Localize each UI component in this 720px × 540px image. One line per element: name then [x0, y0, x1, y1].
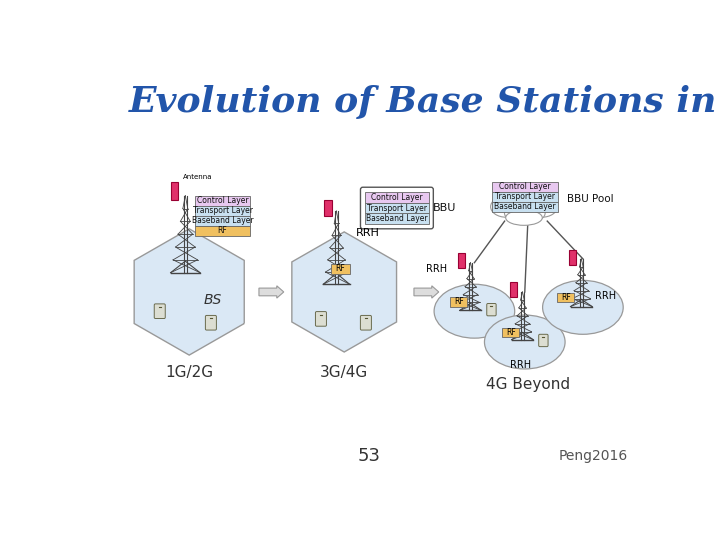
Text: BBU: BBU	[433, 203, 456, 213]
Text: RRH: RRH	[426, 264, 447, 274]
Polygon shape	[292, 232, 397, 352]
FancyBboxPatch shape	[315, 312, 326, 326]
Text: Control Layer: Control Layer	[197, 196, 248, 205]
Ellipse shape	[519, 204, 545, 221]
Ellipse shape	[526, 196, 557, 217]
Text: Control Layer: Control Layer	[500, 183, 551, 191]
FancyBboxPatch shape	[361, 187, 433, 229]
FancyBboxPatch shape	[194, 226, 251, 236]
Text: Baseband Layer: Baseband Layer	[495, 202, 556, 211]
FancyBboxPatch shape	[503, 328, 519, 338]
Text: Transport Layer: Transport Layer	[367, 204, 427, 213]
FancyBboxPatch shape	[194, 195, 251, 206]
Ellipse shape	[490, 196, 521, 217]
Text: Baseband Layer: Baseband Layer	[192, 216, 253, 225]
FancyBboxPatch shape	[365, 202, 428, 213]
FancyBboxPatch shape	[331, 264, 350, 274]
FancyBboxPatch shape	[205, 315, 217, 330]
FancyBboxPatch shape	[557, 293, 575, 302]
FancyBboxPatch shape	[171, 182, 179, 200]
Ellipse shape	[502, 189, 546, 215]
FancyBboxPatch shape	[492, 192, 558, 202]
FancyBboxPatch shape	[492, 202, 558, 212]
FancyBboxPatch shape	[361, 315, 372, 330]
Text: RF: RF	[561, 293, 571, 302]
FancyBboxPatch shape	[569, 249, 575, 265]
FancyArrow shape	[259, 286, 284, 298]
Text: 1G/2G: 1G/2G	[165, 365, 213, 380]
Text: BBU Pool: BBU Pool	[567, 194, 613, 204]
Ellipse shape	[485, 315, 565, 369]
FancyBboxPatch shape	[458, 253, 464, 268]
FancyBboxPatch shape	[451, 298, 467, 307]
Text: Antenna: Antenna	[183, 174, 212, 180]
Text: RF: RF	[454, 298, 464, 307]
FancyBboxPatch shape	[194, 215, 251, 226]
FancyBboxPatch shape	[492, 182, 558, 192]
Text: 4G Beyond: 4G Beyond	[486, 377, 570, 392]
Text: RF: RF	[217, 226, 228, 235]
FancyArrow shape	[414, 286, 438, 298]
FancyBboxPatch shape	[365, 192, 428, 202]
Text: Baseband Layer: Baseband Layer	[366, 214, 428, 224]
FancyBboxPatch shape	[487, 303, 496, 316]
FancyBboxPatch shape	[194, 206, 251, 215]
FancyBboxPatch shape	[154, 304, 166, 319]
Text: Transport Layer: Transport Layer	[495, 192, 555, 201]
Text: RRH: RRH	[595, 291, 616, 301]
Text: Transport Layer: Transport Layer	[192, 206, 253, 215]
Text: BS: BS	[203, 293, 222, 307]
Polygon shape	[134, 229, 244, 355]
Ellipse shape	[505, 204, 531, 221]
Text: RRH: RRH	[356, 228, 379, 238]
Text: RRH: RRH	[510, 360, 531, 370]
Text: 3G/4G: 3G/4G	[320, 365, 369, 380]
FancyBboxPatch shape	[510, 282, 517, 298]
FancyBboxPatch shape	[365, 213, 428, 224]
Text: Peng2016: Peng2016	[559, 449, 629, 463]
Text: Evolution of Base Stations in RAN: Evolution of Base Stations in RAN	[129, 85, 720, 119]
Text: 53: 53	[358, 447, 380, 465]
Ellipse shape	[505, 210, 542, 225]
Ellipse shape	[434, 284, 515, 338]
Ellipse shape	[543, 280, 624, 334]
Text: RF: RF	[336, 265, 345, 273]
FancyBboxPatch shape	[539, 334, 548, 347]
Text: Control Layer: Control Layer	[371, 193, 423, 202]
Text: RF: RF	[506, 328, 516, 338]
FancyBboxPatch shape	[324, 200, 332, 217]
